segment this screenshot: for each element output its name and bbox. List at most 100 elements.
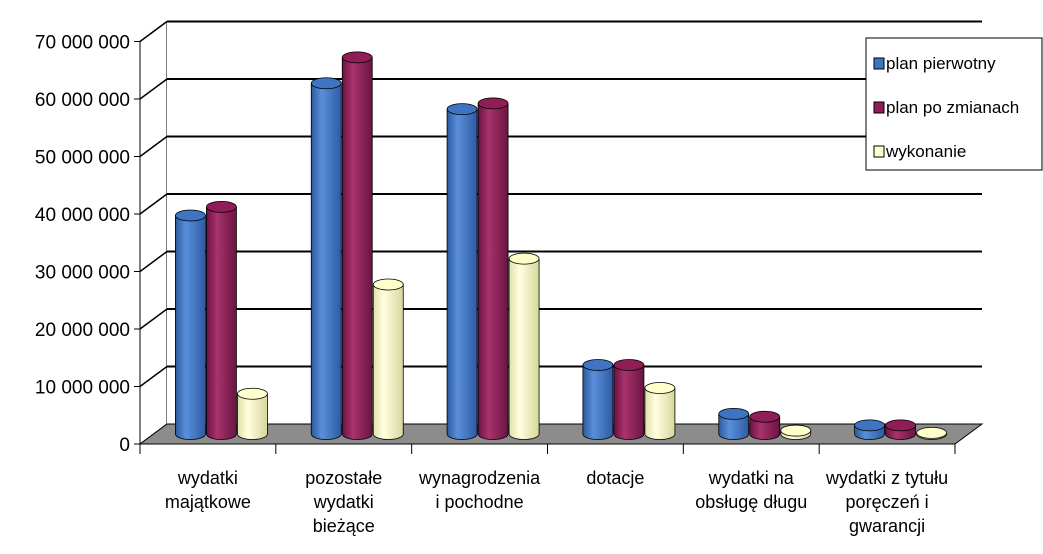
bar-wykonanie-3 — [644, 382, 676, 440]
bar-bottom — [749, 433, 781, 440]
bar-bottom — [206, 433, 237, 440]
gridline-side — [139, 20, 168, 43]
bar-top — [237, 387, 268, 400]
bar-bottom — [885, 433, 916, 440]
bar-top — [446, 103, 478, 116]
bar-wykonanie-4 — [780, 424, 812, 440]
bar-top — [582, 359, 614, 371]
x-axis: wydatki majątkowe pozostałe wydatki bieżące w… — [139, 444, 956, 536]
gridlines — [139, 20, 982, 388]
legend-swatch-plan-pierwotny — [873, 57, 885, 70]
bar-bottom — [175, 433, 206, 440]
y-tick-label: 60 000 000 — [35, 90, 130, 111]
bar-wykonanie-5 — [916, 426, 947, 440]
x-tick-label: wynagrodzenia — [418, 468, 541, 488]
gridline-side — [139, 308, 168, 330]
x-tick-label: wydatki na — [708, 468, 795, 488]
bar-plan-po-zmianach-5 — [885, 419, 916, 440]
gridline-side — [139, 78, 168, 100]
bar-plan-pierwotny-2 — [446, 103, 478, 440]
bar-bottom — [644, 433, 676, 440]
y-axis: 0 10 000 000 20 000 000 30 000 000 40 000 00… — [35, 33, 141, 456]
bar-plan-po-zmianach-1 — [341, 51, 373, 440]
bar-top — [310, 77, 342, 90]
y-tick-label: 10 000 000 — [35, 378, 130, 399]
y-tick-label: 0 — [119, 435, 130, 456]
bar-body — [509, 258, 540, 434]
bar-body — [311, 83, 342, 434]
x-tick-label: pozostałe — [305, 468, 382, 488]
bar-body — [373, 284, 404, 434]
bar-bottom — [613, 433, 645, 440]
legend-box — [865, 37, 1043, 171]
x-tick-label: wydatki z tytułu — [825, 468, 948, 488]
legend-swatch-wykonanie — [873, 145, 885, 158]
bar-top — [644, 382, 676, 394]
bar-plan-pierwotny-0 — [175, 209, 206, 440]
y-tick-label: 20 000 000 — [35, 320, 130, 341]
y-tick-label: 30 000 000 — [35, 263, 130, 284]
back-wall — [167, 21, 982, 424]
bar-bottom — [372, 433, 404, 440]
legend-label-plan-pierwotny: plan pierwotny — [886, 54, 996, 73]
bar-body — [644, 388, 675, 434]
x-tick-label: gwarancji — [849, 516, 925, 536]
bar-bottom — [718, 433, 750, 440]
gridline-side — [139, 250, 168, 273]
x-tick-label: wydatki — [177, 468, 238, 488]
bar-bottom — [341, 433, 373, 440]
legend: plan pierwotny plan po zmianach wykonanie — [865, 37, 1043, 171]
x-tick-label: i pochodne — [436, 492, 524, 512]
bar-bottom — [582, 433, 614, 440]
x-tick-label: dotacje — [586, 468, 644, 488]
bar-top — [477, 97, 509, 110]
bar-top — [749, 410, 781, 423]
gridline-side — [139, 135, 168, 158]
bar-top — [854, 419, 885, 432]
x-tick-label: majątkowe — [165, 492, 251, 512]
y-tick-label: 40 000 000 — [35, 205, 130, 226]
x-tick-label: poręczeń i — [846, 492, 929, 512]
bar-body — [447, 109, 478, 434]
bar-wykonanie-0 — [237, 387, 268, 440]
bar-top — [613, 359, 645, 371]
x-tick-label: obsługę długu — [695, 492, 807, 512]
bar-plan-po-zmianach-4 — [749, 410, 781, 440]
bar-plan-po-zmianach-0 — [206, 200, 237, 440]
bar-body — [582, 365, 613, 434]
bar-top — [175, 209, 206, 222]
bar-top — [508, 252, 540, 265]
bar-body — [613, 365, 644, 434]
bar-bottom — [508, 433, 540, 440]
bar-top — [916, 426, 947, 439]
bar-bottom — [237, 433, 268, 440]
bar-plan-po-zmianach-2 — [477, 97, 509, 440]
bar-bottom — [477, 433, 509, 440]
bar-plan-pierwotny-3 — [582, 359, 614, 440]
bar-wykonanie-2 — [508, 252, 540, 440]
bar-top — [780, 424, 812, 437]
bar-body — [206, 206, 237, 434]
x-tick-label: wydatki — [313, 492, 374, 512]
bar-body — [175, 215, 206, 434]
gridline-side — [139, 365, 168, 388]
bar-top — [885, 419, 916, 432]
bar-body — [342, 57, 373, 434]
side-wall — [139, 20, 168, 445]
legend-label-plan-po-zmianach: plan po zmianach — [886, 98, 1019, 117]
legend-label-wykonanie: wykonanie — [885, 142, 966, 161]
bar-plan-po-zmianach-3 — [613, 359, 645, 440]
gridline-side — [139, 193, 168, 215]
bar-body — [237, 393, 268, 434]
bar-body — [478, 103, 509, 434]
bar-top — [206, 200, 237, 213]
bar-bottom — [446, 433, 478, 440]
legend-swatch-plan-po-zmianach — [873, 101, 885, 114]
y-tick-label: 50 000 000 — [35, 148, 130, 169]
bar-bottom — [854, 433, 885, 440]
x-tick-label: bieżące — [313, 516, 375, 536]
y-tick-label: 70 000 000 — [35, 33, 130, 54]
bar-plan-pierwotny-5 — [854, 419, 885, 440]
